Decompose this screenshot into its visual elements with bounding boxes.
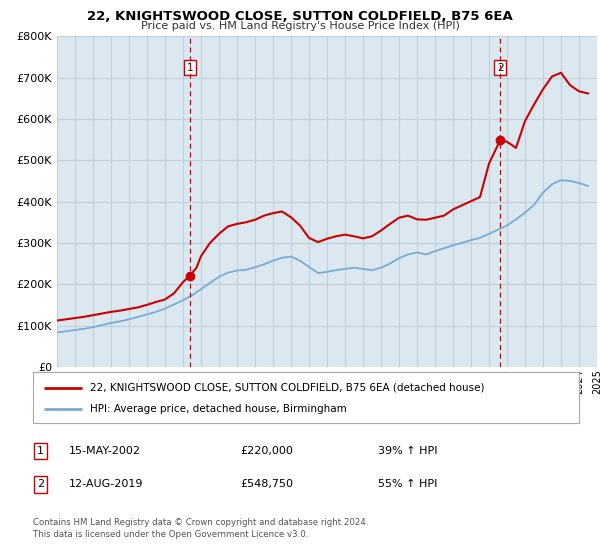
FancyBboxPatch shape <box>33 372 579 423</box>
Text: 39% ↑ HPI: 39% ↑ HPI <box>378 446 437 456</box>
Text: 1: 1 <box>37 446 44 456</box>
Text: 2: 2 <box>37 479 44 489</box>
Text: 22, KNIGHTSWOOD CLOSE, SUTTON COLDFIELD, B75 6EA (detached house): 22, KNIGHTSWOOD CLOSE, SUTTON COLDFIELD,… <box>91 382 485 393</box>
Text: 12-AUG-2019: 12-AUG-2019 <box>69 479 143 489</box>
Text: HPI: Average price, detached house, Birmingham: HPI: Average price, detached house, Birm… <box>91 404 347 414</box>
Text: £220,000: £220,000 <box>240 446 293 456</box>
Text: Contains HM Land Registry data © Crown copyright and database right 2024.
This d: Contains HM Land Registry data © Crown c… <box>33 518 368 539</box>
Text: Price paid vs. HM Land Registry's House Price Index (HPI): Price paid vs. HM Land Registry's House … <box>140 21 460 31</box>
Text: 22, KNIGHTSWOOD CLOSE, SUTTON COLDFIELD, B75 6EA: 22, KNIGHTSWOOD CLOSE, SUTTON COLDFIELD,… <box>87 10 513 22</box>
Text: £548,750: £548,750 <box>240 479 293 489</box>
Text: 15-MAY-2002: 15-MAY-2002 <box>69 446 141 456</box>
Text: 1: 1 <box>187 63 193 73</box>
Text: 55% ↑ HPI: 55% ↑ HPI <box>378 479 437 489</box>
Text: 2: 2 <box>497 63 503 73</box>
